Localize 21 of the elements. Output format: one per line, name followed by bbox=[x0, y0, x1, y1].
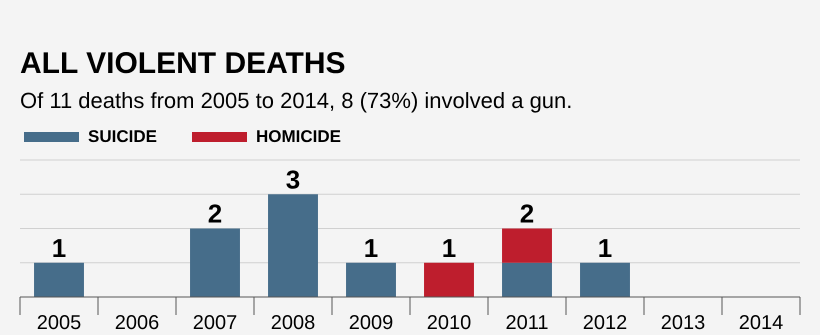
x-tick-label: 2009 bbox=[348, 312, 394, 334]
x-tick-label: 2006 bbox=[114, 312, 160, 334]
data-label: 1 bbox=[364, 232, 378, 263]
x-tick-label: 2011 bbox=[505, 312, 549, 334]
total-label: 2 bbox=[520, 198, 534, 228]
data-label: 1 bbox=[52, 232, 66, 263]
chart-subtitle: Of 11 deaths from 2005 to 2014, 8 (73%) involved a gun. bbox=[20, 88, 572, 113]
x-tick-label: 2008 bbox=[270, 312, 316, 334]
data-label: 1 bbox=[442, 232, 456, 263]
x-tick-label: 2010 bbox=[426, 312, 472, 334]
data-label: 2 bbox=[208, 198, 222, 228]
data-label: 1 bbox=[598, 232, 612, 263]
chart-title: ALL VIOLENT DEATHS bbox=[20, 47, 346, 80]
legend-label: HOMICIDE bbox=[256, 127, 341, 146]
x-tick-label: 2013 bbox=[660, 312, 706, 334]
x-tick-label: 2012 bbox=[582, 312, 628, 334]
x-tick-label: 2014 bbox=[738, 312, 784, 334]
x-tick-label: 2005 bbox=[36, 312, 82, 334]
data-label: 3 bbox=[286, 164, 300, 194]
legend-label: SUICIDE bbox=[88, 127, 157, 146]
x-tick-label: 2007 bbox=[192, 312, 238, 334]
